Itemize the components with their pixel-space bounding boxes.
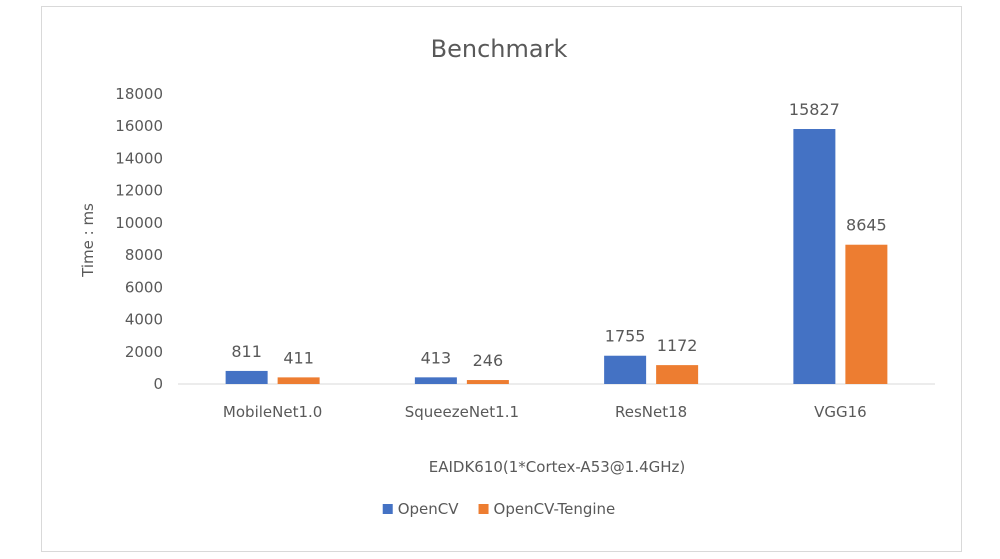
y-tick-label: 4000 — [125, 311, 163, 329]
data-label: 811 — [231, 342, 262, 361]
bar-opencv-tengine-3 — [845, 244, 888, 384]
legend-label: OpenCV-Tengine — [494, 500, 616, 518]
legend-label: OpenCV — [398, 500, 460, 518]
chart-title: Benchmark — [431, 35, 568, 63]
data-label: 1172 — [657, 336, 698, 355]
y-tick-label: 0 — [153, 375, 163, 393]
y-tick-label: 18000 — [115, 85, 163, 103]
data-label: 411 — [283, 348, 314, 367]
x-category-label: MobileNet1.0 — [223, 403, 322, 421]
legend-item-opencv: OpenCV — [382, 500, 460, 518]
y-tick-label: 8000 — [125, 246, 163, 264]
legend-item-opencv-tengine: OpenCV-Tengine — [478, 500, 616, 518]
legend-swatch — [382, 504, 393, 514]
data-label: 246 — [473, 351, 504, 370]
legend: OpenCV OpenCV-Tengine — [382, 500, 616, 518]
bars: 811 411 413 246 1755 1172 15827 8645 — [225, 100, 888, 384]
data-label: 15827 — [789, 100, 840, 119]
bar-opencv-3 — [793, 129, 836, 384]
legend-swatch — [478, 504, 489, 514]
bar-opencv-tengine-1 — [466, 380, 509, 384]
bar-opencv-1 — [414, 377, 457, 384]
y-tick-label: 2000 — [125, 343, 163, 361]
y-tick-label: 12000 — [115, 182, 163, 200]
bar-opencv-2 — [604, 355, 647, 384]
x-category-label: VGG16 — [814, 403, 867, 421]
x-category-label: SqueezeNet1.1 — [405, 403, 519, 421]
bar-opencv-tengine-2 — [656, 365, 699, 384]
y-tick-label: 14000 — [115, 149, 163, 167]
data-label: 8645 — [846, 216, 887, 235]
bar-opencv-0 — [225, 370, 268, 384]
y-axis-label: Time : ms — [79, 203, 97, 278]
x-axis-label: EAIDK610(1*Cortex-A53@1.4GHz) — [429, 458, 686, 476]
bar-opencv-tengine-0 — [277, 377, 320, 384]
y-tick-label: 6000 — [125, 278, 163, 296]
data-label: 413 — [421, 348, 452, 367]
y-tick-label: 10000 — [115, 214, 163, 232]
x-category-label: ResNet18 — [615, 403, 687, 421]
x-axis-categories: MobileNet1.0 SqueezeNet1.1 ResNet18 VGG16 — [223, 403, 867, 421]
y-tick-label: 16000 — [115, 117, 163, 135]
data-label: 1755 — [605, 327, 646, 346]
y-axis-ticks: 0 2000 4000 6000 8000 10000 12000 14000 16000 180… — [115, 85, 163, 393]
